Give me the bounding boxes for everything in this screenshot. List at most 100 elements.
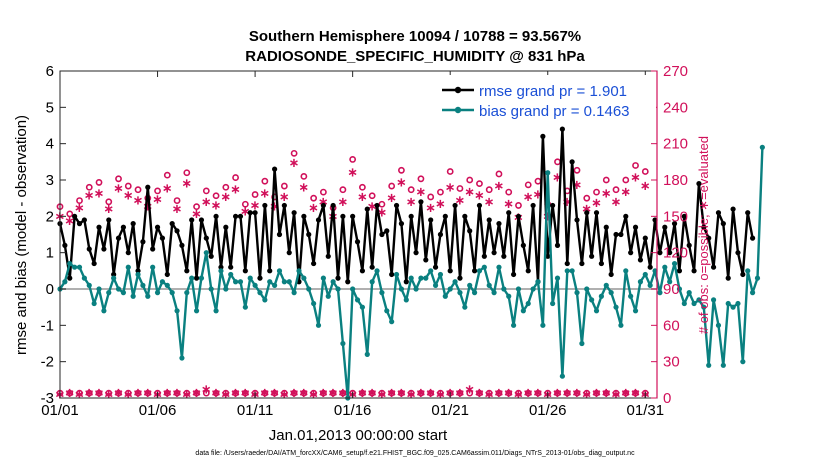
obs-possible-marker xyxy=(505,188,513,196)
bias-point xyxy=(164,282,170,288)
obs-evaluated-marker: ∗ xyxy=(415,185,426,200)
y-tick-label: -1 xyxy=(41,317,54,334)
obs-possible-marker xyxy=(290,389,298,397)
bias-point xyxy=(213,308,219,314)
rmse-point xyxy=(681,213,687,219)
bias-point xyxy=(686,290,692,296)
y-right-tick-label: 270 xyxy=(663,63,688,80)
rmse-point xyxy=(637,257,644,263)
bias-point xyxy=(481,264,487,270)
rmse-point xyxy=(515,213,522,219)
bias-point xyxy=(652,268,658,274)
bias-point xyxy=(242,304,248,310)
obs-possible-marker xyxy=(105,389,113,397)
bias-point xyxy=(257,290,263,296)
obs-evaluated-marker: ∗ xyxy=(464,185,475,200)
obs-possible-marker xyxy=(134,389,142,397)
rmse-point xyxy=(115,235,122,241)
y-tick-label: 2 xyxy=(46,208,54,225)
obs-evaluated-marker: ∗ xyxy=(172,386,183,401)
obs-possible-marker xyxy=(310,389,318,397)
bias-point xyxy=(413,286,419,292)
obs-evaluated-marker: ∗ xyxy=(591,196,602,211)
obs-possible-marker xyxy=(76,197,83,204)
obs-evaluated-marker: ∗ xyxy=(162,386,173,401)
obs-possible-marker xyxy=(319,389,327,397)
obs-evaluated-marker: ∗ xyxy=(181,387,192,402)
obs-possible-marker xyxy=(378,389,386,397)
rmse-point xyxy=(628,250,634,256)
bias-point xyxy=(237,279,244,285)
bias-point xyxy=(471,290,478,296)
bias-point xyxy=(540,322,546,328)
obs-possible-marker xyxy=(251,191,259,198)
obs-possible-marker xyxy=(66,389,74,397)
rmse-point xyxy=(671,221,678,227)
rmse-point xyxy=(525,268,531,274)
obs-possible-marker xyxy=(134,186,142,194)
legend-rmse-label: rmse grand pr = 1.901 xyxy=(479,83,627,100)
rmse-point xyxy=(237,213,244,219)
bias-point xyxy=(584,286,590,292)
bias-point xyxy=(486,282,492,288)
bias-point xyxy=(111,275,117,281)
obs-possible-marker xyxy=(573,389,581,397)
bias-point xyxy=(354,297,361,303)
rmse-point xyxy=(218,264,224,270)
obs-possible-marker xyxy=(524,389,532,397)
rmse-point xyxy=(501,253,507,259)
bias-point xyxy=(667,279,673,285)
rmse-point xyxy=(398,221,405,227)
bias-point xyxy=(198,275,205,281)
rmse-point xyxy=(306,231,312,238)
obs-evaluated-marker: ∗ xyxy=(103,387,114,402)
y-right-tick-label: 90 xyxy=(663,281,680,298)
obs-evaluated-marker: ∗ xyxy=(484,387,495,402)
rmse-point xyxy=(667,250,673,256)
rmse-point xyxy=(335,275,341,281)
obs-possible-marker xyxy=(632,389,639,397)
bias-point xyxy=(491,290,497,296)
obs-evaluated-marker: ∗ xyxy=(484,195,495,210)
x-tick-label: 01/11 xyxy=(237,402,273,419)
bias-point xyxy=(384,308,390,314)
obs-possible-marker xyxy=(329,389,337,397)
legend-bias-marker xyxy=(454,106,462,114)
bias-point xyxy=(130,293,136,299)
obs-evaluated-marker: ∗ xyxy=(523,190,534,205)
obs-evaluated-marker: ∗ xyxy=(64,214,75,229)
obs-possible-marker xyxy=(85,183,93,191)
rmse-point xyxy=(140,239,146,245)
obs-evaluated-marker: ∗ xyxy=(289,156,300,171)
obs-possible-marker xyxy=(476,389,483,397)
rmse-point xyxy=(423,257,429,263)
obs-evaluated-marker: ∗ xyxy=(201,383,212,398)
obs-evaluated-marker: ∗ xyxy=(376,387,387,402)
rmse-point xyxy=(720,221,726,227)
bias-point xyxy=(740,359,746,365)
bias-point xyxy=(281,279,287,285)
bias-point xyxy=(67,260,73,267)
x-tick-label: 01/31 xyxy=(627,402,665,419)
bias-point xyxy=(325,293,331,299)
obs-evaluated-marker: ∗ xyxy=(562,386,573,401)
bias-point xyxy=(589,297,595,303)
rmse-point xyxy=(203,235,209,241)
chart-title-line2: RADIOSONDE_SPECIFIC_HUMIDITY @ 831 hPa xyxy=(245,48,585,65)
obs-evaluated-marker: ∗ xyxy=(191,386,202,401)
bias-point xyxy=(608,290,614,296)
obs-possible-marker xyxy=(495,389,503,397)
x-tick-label: 01/16 xyxy=(334,402,372,419)
bias-point xyxy=(232,279,239,285)
obs-possible-marker xyxy=(290,149,298,157)
y-right-tick-label: 210 xyxy=(663,136,688,153)
rmse-point xyxy=(652,217,658,223)
rmse-point xyxy=(281,202,287,209)
obs-possible-marker xyxy=(417,389,425,397)
rmse-point xyxy=(701,224,707,230)
bias-point xyxy=(62,279,68,285)
rmse-point xyxy=(408,213,414,219)
rmse-point xyxy=(325,253,331,259)
rmse-point xyxy=(584,210,590,216)
rmse-point xyxy=(198,217,205,223)
